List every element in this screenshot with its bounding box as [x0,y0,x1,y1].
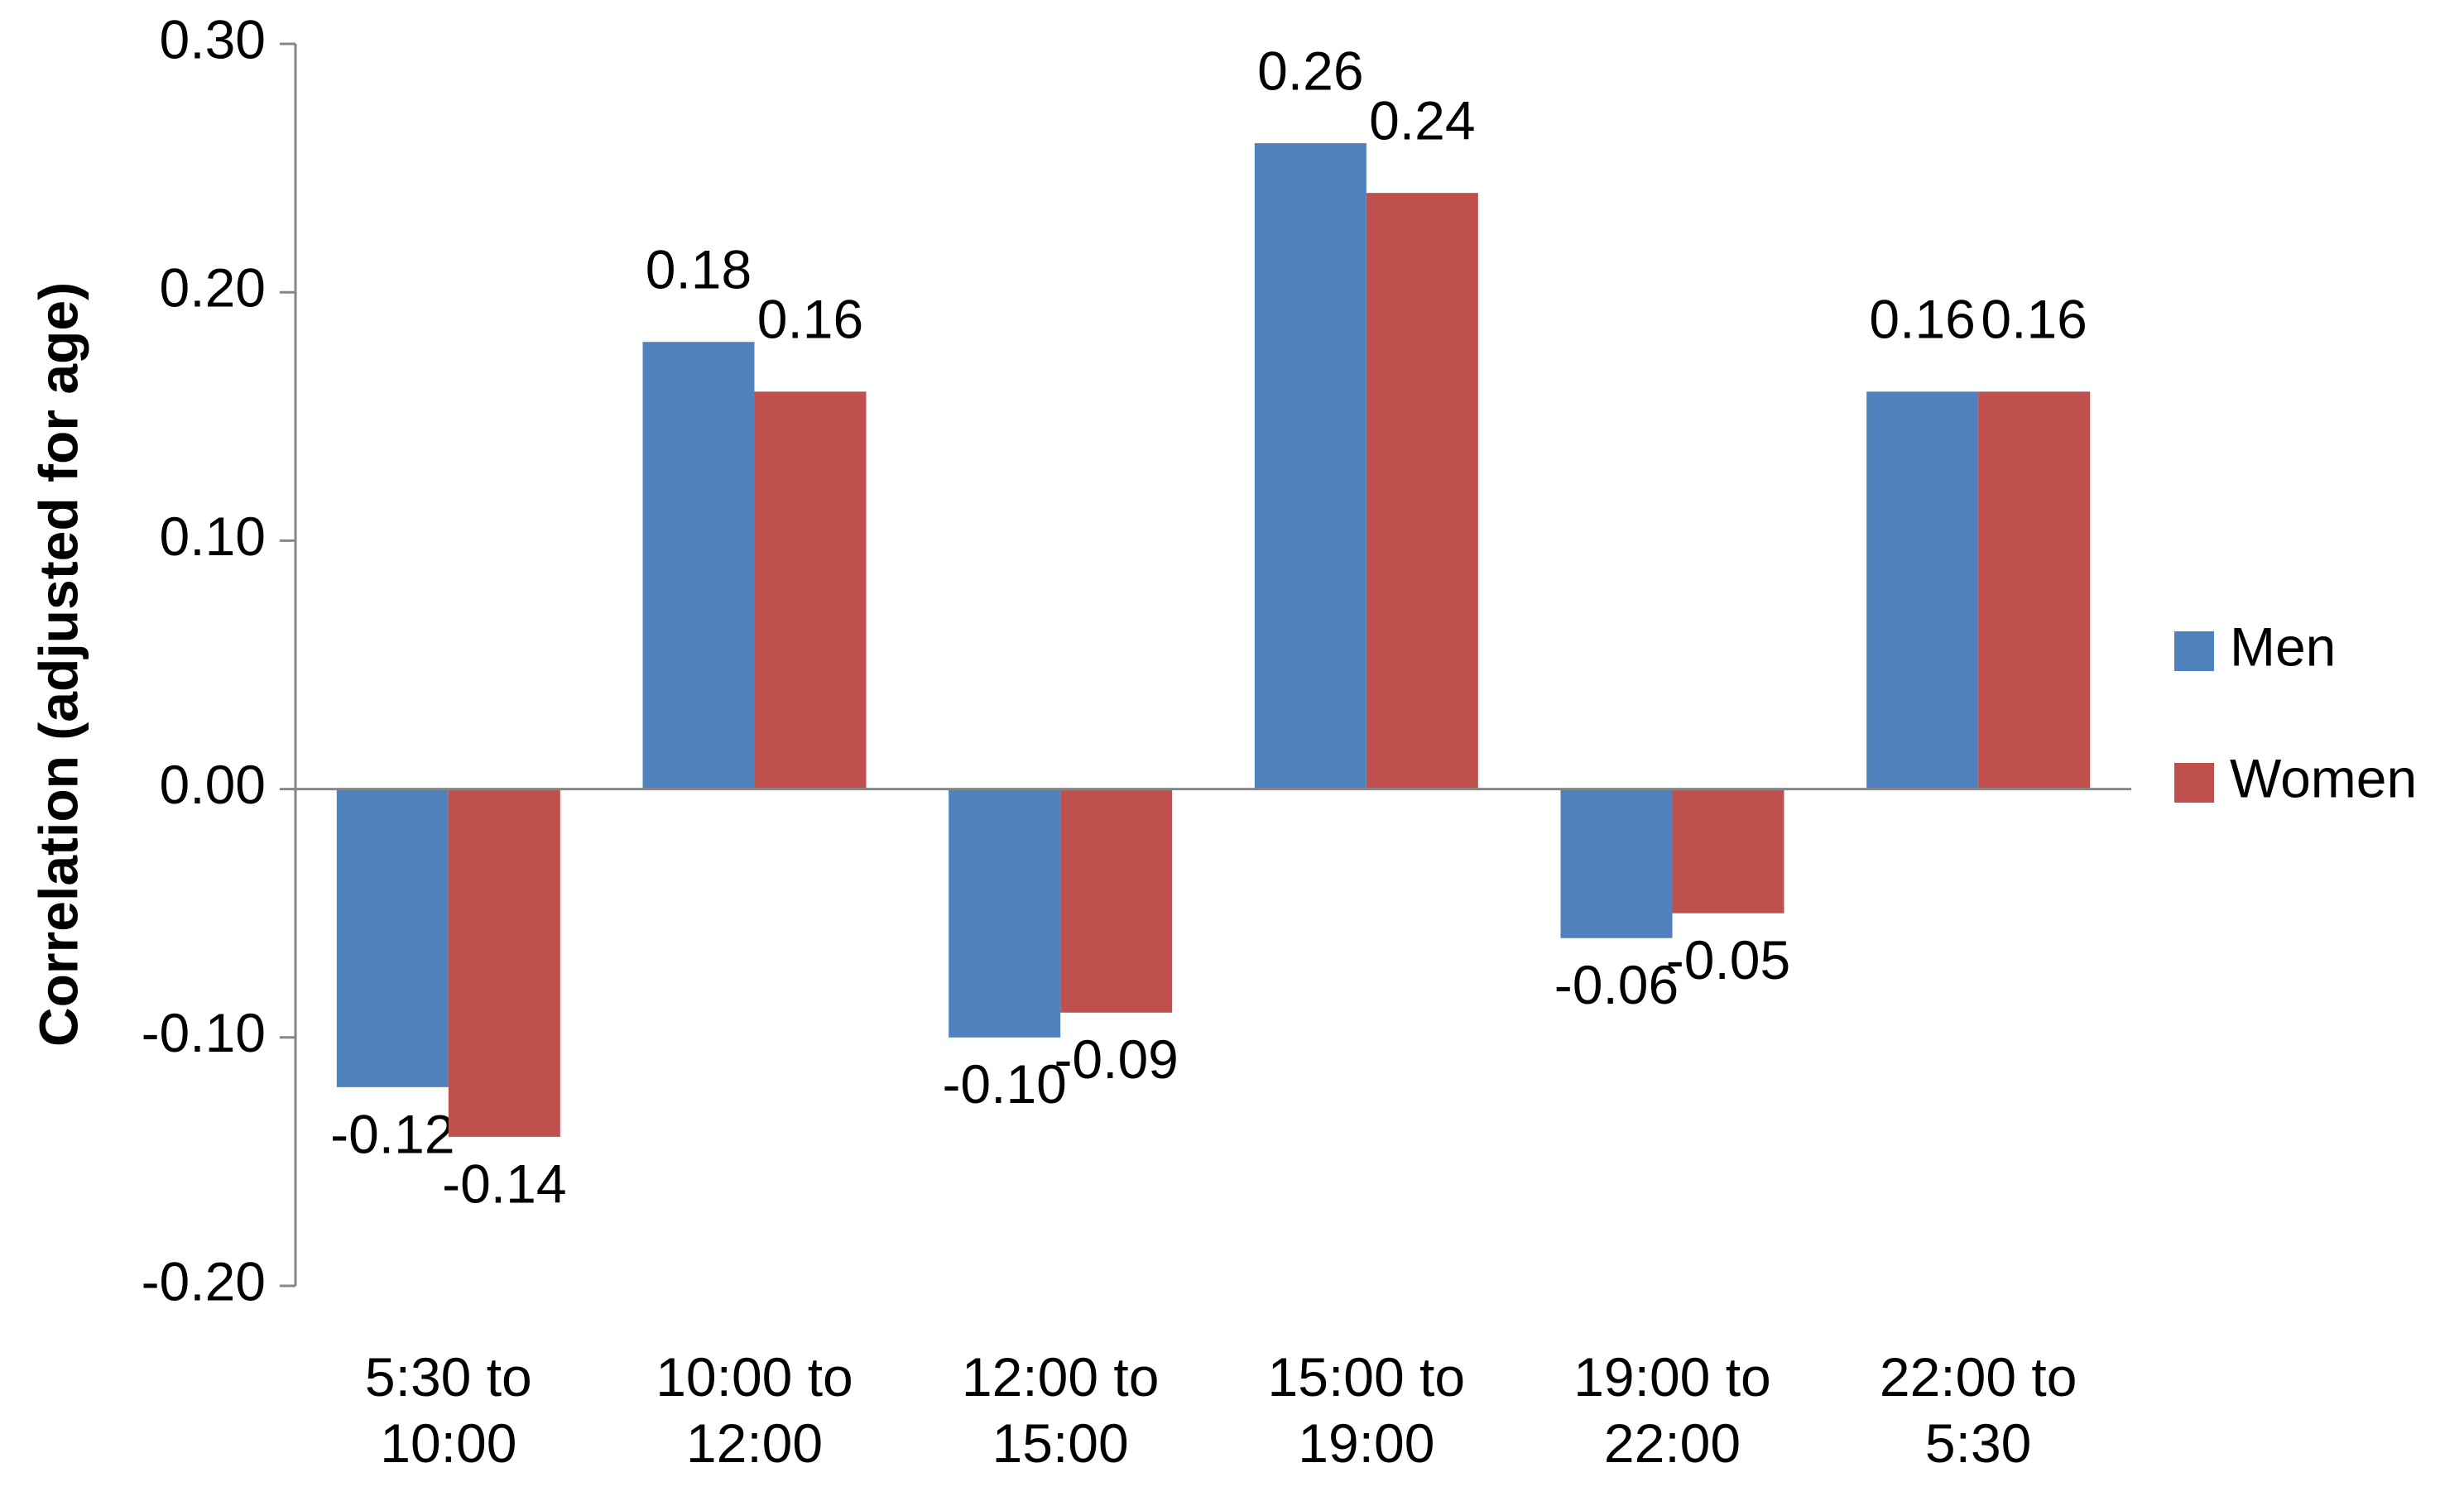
data-label: -0.12 [330,1103,454,1164]
y-axis-title: Correlation (adjusted for age) [27,282,89,1047]
y-tick-label: -0.10 [142,1002,266,1063]
legend-swatch [2174,631,2214,671]
bar [1560,789,1673,938]
data-label: 0.26 [1257,41,1363,102]
data-label: 0.16 [757,289,863,350]
bar [1254,143,1366,789]
x-tick-label: 5:30 to 10:00 [364,1346,532,1474]
x-tick-label: 10:00 to 12:00 [656,1346,853,1474]
data-label: -0.09 [1054,1029,1178,1090]
bar [336,789,449,1087]
data-label: -0.10 [942,1053,1066,1115]
legend-swatch [2174,763,2214,803]
bar [1672,789,1784,914]
x-tick-label: 19:00 to 22:00 [1573,1346,1771,1474]
bar [448,789,560,1137]
legend-label: Men [2230,616,2336,677]
y-tick-label: 0.30 [160,8,266,70]
y-tick-label: 0.10 [160,506,266,567]
y-tick-label: 0.20 [160,257,266,319]
x-tick-label: 15:00 to 19:00 [1267,1346,1466,1474]
data-label: -0.05 [1666,929,1790,990]
bar [1366,193,1478,789]
bar [1866,391,1979,789]
data-label: 0.16 [1981,289,2087,350]
y-tick-label: -0.20 [142,1250,266,1312]
data-label: 0.24 [1369,90,1475,151]
y-tick-label: 0.00 [160,754,266,815]
bar [1060,789,1173,1013]
data-label: -0.14 [442,1153,566,1214]
bar [1978,391,2091,789]
data-label: -0.06 [1554,954,1679,1015]
x-tick-label: 22:00 to 5:30 [1879,1346,2077,1474]
bar [949,789,1061,1038]
bar [754,391,867,789]
data-label: 0.18 [646,239,752,300]
data-label: 0.16 [1869,289,1975,350]
bar [642,342,755,789]
x-tick-label: 12:00 to 15:00 [961,1346,1160,1474]
legend-label: Women [2230,747,2417,808]
